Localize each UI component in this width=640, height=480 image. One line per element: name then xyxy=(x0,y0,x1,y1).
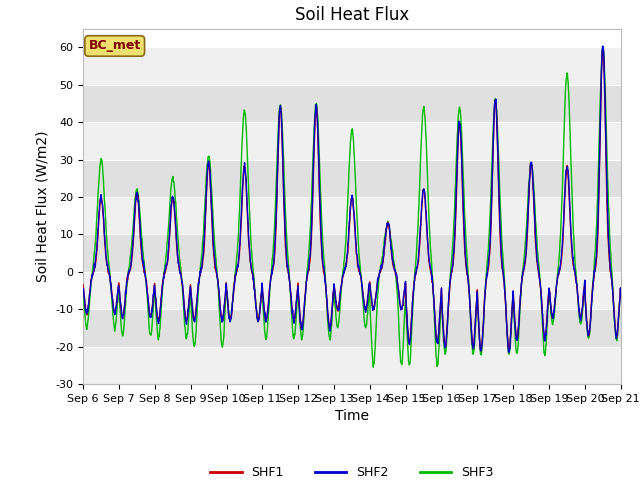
SHF1 xyxy=(599,44,607,50)
SHF2 xyxy=(307,230,315,236)
SHF2 xyxy=(599,43,607,49)
Text: BC_met: BC_met xyxy=(88,39,141,52)
SHF2 xyxy=(385,223,393,228)
SHF1 xyxy=(307,238,315,243)
SHF2 xyxy=(617,293,625,299)
Line: SHF3: SHF3 xyxy=(83,48,621,367)
SHF2 xyxy=(143,285,150,291)
SHF3 xyxy=(319,232,326,238)
SHF1 xyxy=(328,306,336,312)
Legend: SHF1, SHF2, SHF3: SHF1, SHF2, SHF3 xyxy=(205,461,499,480)
SHF3 xyxy=(617,295,625,300)
SHF1 xyxy=(143,283,150,288)
SHF3 xyxy=(599,45,607,50)
Line: SHF2: SHF2 xyxy=(83,46,621,352)
Bar xyxy=(83,347,621,384)
SHF1 xyxy=(121,300,129,306)
SHF2 xyxy=(319,256,326,262)
Bar xyxy=(83,234,621,272)
SHF2 xyxy=(121,301,129,307)
SHF3 xyxy=(307,202,315,207)
SHF3 xyxy=(143,286,150,292)
SHF2 xyxy=(328,305,336,311)
Title: Soil Heat Flux: Soil Heat Flux xyxy=(295,6,409,24)
X-axis label: Time: Time xyxy=(335,409,369,423)
Bar xyxy=(83,122,621,160)
Bar xyxy=(83,160,621,197)
SHF2 xyxy=(79,286,87,292)
Bar xyxy=(83,48,621,85)
SHF1 xyxy=(79,282,87,288)
Y-axis label: Soil Heat Flux (W/m2): Soil Heat Flux (W/m2) xyxy=(36,131,50,282)
SHF1 xyxy=(617,293,625,299)
SHF1 xyxy=(319,257,326,263)
SHF3 xyxy=(369,364,377,370)
SHF3 xyxy=(386,226,394,231)
Bar xyxy=(83,272,621,309)
SHF1 xyxy=(385,224,393,230)
SHF1 xyxy=(477,348,485,353)
Bar xyxy=(83,309,621,347)
Bar xyxy=(83,197,621,234)
SHF3 xyxy=(79,287,87,293)
SHF2 xyxy=(505,349,513,355)
SHF3 xyxy=(121,312,129,317)
Bar xyxy=(83,85,621,122)
Line: SHF1: SHF1 xyxy=(83,47,621,350)
SHF3 xyxy=(328,314,336,320)
